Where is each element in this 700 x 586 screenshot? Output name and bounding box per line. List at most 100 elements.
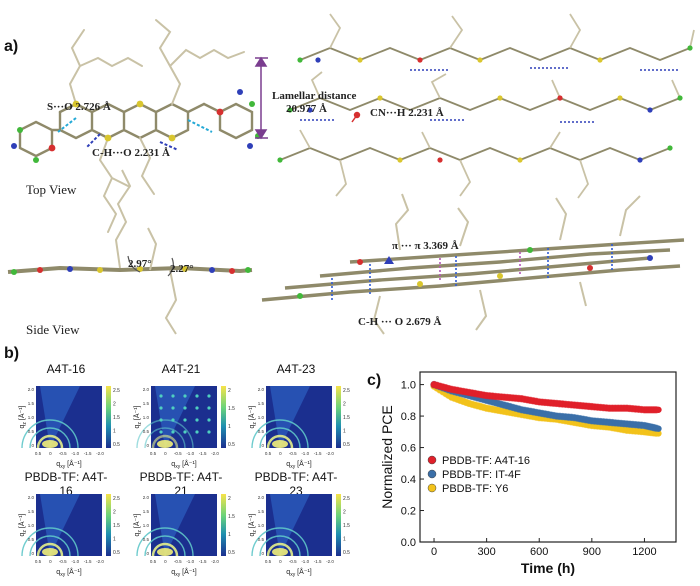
colorbar-tick: 1.5 bbox=[113, 415, 120, 421]
colorbar bbox=[336, 386, 341, 448]
x-tick: -1.5 bbox=[314, 451, 322, 456]
x-tick: 0.5 bbox=[35, 451, 42, 456]
y-tick-label: 1.0 bbox=[401, 380, 416, 392]
x-tick: 0 bbox=[49, 559, 52, 564]
x-tick: 0 bbox=[164, 559, 167, 564]
x-tick: 0.5 bbox=[150, 559, 157, 564]
s-o-annotation: S···O 2.726 Å bbox=[47, 101, 111, 113]
y-tick-label: 0.8 bbox=[401, 411, 416, 423]
series-point bbox=[655, 425, 662, 432]
colorbar bbox=[336, 494, 341, 556]
lamellar-bracket bbox=[254, 56, 268, 140]
colorbar-tick: 2 bbox=[113, 402, 116, 408]
legend-marker bbox=[427, 455, 437, 465]
colorbar-tick: 1 bbox=[343, 537, 346, 543]
giwaxs-map: 2.521.510.50.5 0 -0.5 -1.0 -1.5 -2.02.01.51.0… bbox=[248, 494, 350, 578]
giwaxs-map: 2.521.510.50.5 0 -0.5 -1.0 -1.5 -2.02.01.51.0… bbox=[248, 386, 350, 470]
cn-h-annotation: CN···H 2.231 Å bbox=[370, 107, 444, 119]
y-tick: 1.5 bbox=[258, 509, 265, 514]
y-axis-label: qz [Å⁻¹] bbox=[18, 513, 28, 536]
colorbar-tick: 1.5 bbox=[228, 406, 235, 412]
x-tick: 0 bbox=[49, 451, 52, 456]
x-tick: 0 bbox=[279, 559, 282, 564]
colorbar bbox=[221, 494, 226, 556]
legend-marker bbox=[427, 469, 437, 479]
y-tick: 1.5 bbox=[258, 401, 265, 406]
x-tick: 0.5 bbox=[35, 559, 42, 564]
giwaxs-map: 21.510.50.5 0 -0.5 -1.0 -1.5 -2.02.01.51.00.5… bbox=[133, 386, 235, 470]
series-point bbox=[655, 406, 662, 413]
y-tick: 1.0 bbox=[28, 523, 35, 528]
x-tick: -2.0 bbox=[326, 451, 334, 456]
y-tick-label: 0.4 bbox=[401, 474, 416, 486]
x-tick: -0.5 bbox=[174, 559, 182, 564]
y-tick-label: 0.2 bbox=[401, 506, 416, 518]
x-tick: -2.0 bbox=[96, 451, 104, 456]
x-tick: -1.0 bbox=[301, 451, 309, 456]
x-tick: -1.0 bbox=[71, 559, 79, 564]
y-axis-label: qz [Å⁻¹] bbox=[248, 405, 258, 428]
lamellar-contacts bbox=[300, 67, 680, 123]
plot-frame bbox=[419, 371, 677, 543]
y-tick: 2.0 bbox=[143, 387, 150, 392]
colorbar-tick: 1.5 bbox=[113, 523, 120, 529]
pi-pi-annotation: π ··· π 3.369 Å bbox=[392, 240, 459, 252]
y-axis-label: qz [Å⁻¹] bbox=[248, 513, 258, 536]
y-tick: 0.5 bbox=[28, 429, 35, 434]
colorbar bbox=[106, 386, 111, 448]
x-tick: -0.5 bbox=[174, 451, 182, 456]
x-tick: -0.5 bbox=[59, 451, 67, 456]
y-tick: 2.0 bbox=[28, 495, 35, 500]
x-tick: -0.5 bbox=[289, 451, 297, 456]
x-axis-label: Time (h) bbox=[521, 560, 575, 576]
top-view-hbonds bbox=[57, 117, 213, 151]
x-tick: -2.0 bbox=[96, 559, 104, 564]
colorbar-tick: 2 bbox=[228, 388, 231, 394]
colorbar bbox=[221, 386, 226, 448]
giwaxs-map-title: A4T-16 bbox=[46, 362, 86, 376]
lamellar-value: 20.977 Å bbox=[286, 103, 327, 115]
y-tick: 0 bbox=[146, 443, 149, 448]
lamellar-atoms bbox=[277, 45, 693, 163]
x-tick-label: 0 bbox=[431, 546, 437, 558]
panel-c-letter: c) bbox=[367, 372, 382, 389]
x-tick: -1.0 bbox=[71, 451, 79, 456]
colorbar-tick: 2 bbox=[228, 496, 231, 502]
x-tick-label: 900 bbox=[583, 546, 601, 558]
x-axis-label: qxy [Å⁻¹] bbox=[56, 567, 81, 578]
x-tick: 0 bbox=[164, 451, 167, 456]
x-tick-label: 600 bbox=[530, 546, 548, 558]
x-tick: -1.0 bbox=[301, 559, 309, 564]
y-tick: 0 bbox=[31, 443, 34, 448]
x-axis-label: qxy [Å⁻¹] bbox=[286, 459, 311, 470]
panel-a-letter: a) bbox=[4, 38, 19, 55]
x-tick: 0.5 bbox=[265, 451, 272, 456]
x-axis-label: qxy [Å⁻¹] bbox=[286, 567, 311, 578]
y-tick: 0.5 bbox=[28, 537, 35, 542]
legend-label: PBDB-TF: A4T-16 bbox=[442, 455, 530, 467]
y-axis-label: qz [Å⁻¹] bbox=[133, 405, 143, 428]
x-tick: -0.5 bbox=[289, 559, 297, 564]
x-tick: -1.5 bbox=[84, 451, 92, 456]
x-tick: -2.0 bbox=[326, 559, 334, 564]
lamellar-title: Lamellar distance bbox=[272, 90, 357, 102]
ch-o-top-annotation: C-H···O 2.231 Å bbox=[92, 147, 170, 159]
colorbar-tick: 0.5 bbox=[343, 442, 350, 448]
x-tick-label: 1200 bbox=[632, 546, 656, 558]
colorbar-tick: 2 bbox=[343, 402, 346, 408]
x-tick: 0 bbox=[279, 451, 282, 456]
colorbar-tick: 2.5 bbox=[113, 496, 120, 502]
angle2-annotation: 2.27° bbox=[170, 263, 194, 275]
cn-h-arrow bbox=[351, 114, 358, 123]
colorbar-tick: 0.5 bbox=[113, 550, 120, 556]
y-tick: 0 bbox=[31, 551, 34, 556]
giwaxs-map: 21.510.50.5 0 -0.5 -1.0 -1.5 -2.02.01.51.00.5… bbox=[133, 494, 235, 578]
x-tick: -2.0 bbox=[211, 451, 219, 456]
y-axis-label: Normalized PCE bbox=[379, 405, 395, 508]
colorbar-tick: 0.5 bbox=[228, 550, 235, 556]
colorbar-tick: 2 bbox=[113, 510, 116, 516]
side-view-stacking bbox=[261, 193, 685, 335]
colorbar bbox=[106, 494, 111, 556]
colorbar-tick: 0.5 bbox=[343, 550, 350, 556]
y-tick: 1.0 bbox=[143, 415, 150, 420]
